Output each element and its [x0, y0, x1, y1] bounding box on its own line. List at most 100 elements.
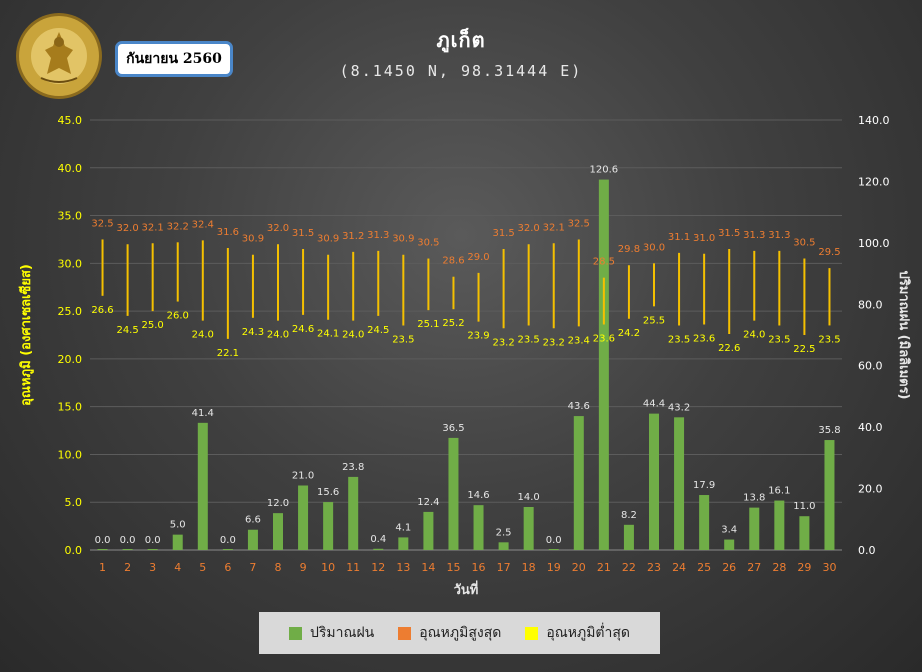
rain-bar [448, 437, 459, 550]
x-tick-label: 4 [174, 561, 181, 574]
tmin-value-label: 23.2 [492, 337, 514, 348]
rain-value-label: 13.8 [743, 493, 765, 504]
rain-bar [398, 537, 409, 550]
legend-label-rain: ปริมาณฝน [309, 625, 375, 641]
rain-value-label: 5.0 [170, 520, 186, 531]
x-tick-label: 27 [747, 561, 761, 574]
x-tick-label: 10 [321, 561, 335, 574]
tmax-value-label: 29.0 [467, 252, 489, 263]
x-tick-label: 8 [275, 561, 282, 574]
x-tick-label: 11 [346, 561, 360, 574]
y-left-tick-label: 25.0 [58, 305, 83, 318]
x-tick-label: 23 [647, 561, 661, 574]
tmin-value-label: 23.6 [593, 333, 615, 344]
tmin-value-label: 23.5 [518, 334, 540, 345]
x-tick-label: 2 [124, 561, 131, 574]
tmax-value-label: 30.5 [417, 238, 439, 249]
tmax-value-label: 32.0 [267, 223, 289, 234]
tmax-value-label: 28.5 [593, 257, 615, 268]
tmin-value-label: 26.6 [91, 305, 113, 316]
rain-value-label: 0.0 [145, 535, 161, 546]
tmin-value-label: 24.5 [367, 325, 389, 336]
tmin-value-label: 23.5 [768, 334, 790, 345]
rain-bar [498, 542, 509, 550]
x-tick-label: 21 [597, 561, 611, 574]
tmax-value-label: 31.1 [668, 232, 690, 243]
chart-subtitle-coordinates: (8.1450 N, 98.31444 E) [339, 62, 583, 80]
rain-bar [774, 500, 785, 550]
rain-value-label: 0.4 [370, 534, 386, 545]
tmax-value-label: 31.3 [743, 230, 765, 241]
rain-bar [373, 548, 384, 550]
rain-bar [674, 417, 685, 550]
x-tick-label: 6 [224, 561, 231, 574]
x-tick-label: 16 [472, 561, 486, 574]
x-axis-title: วันที่ [454, 580, 479, 598]
rain-value-label: 8.2 [621, 510, 637, 521]
rain-bar [548, 549, 559, 550]
tmax-value-label: 30.9 [242, 234, 264, 245]
rain-value-label: 14.0 [518, 492, 540, 503]
tmin-value-label: 24.2 [618, 328, 640, 339]
tmax-value-label: 29.8 [618, 244, 640, 255]
x-tick-label: 9 [300, 561, 307, 574]
x-tick-label: 19 [547, 561, 561, 574]
rain-value-label: 12.0 [267, 498, 289, 509]
tmin-value-label: 25.2 [442, 318, 464, 329]
rain-bar [573, 416, 584, 550]
x-tick-label: 5 [199, 561, 206, 574]
x-tick-label: 12 [371, 561, 385, 574]
rain-value-label: 44.4 [643, 399, 665, 410]
tmin-value-label: 25.1 [417, 319, 439, 330]
rain-value-label: 43.6 [568, 401, 590, 412]
tmin-value-label: 25.0 [142, 320, 164, 331]
x-tick-label: 13 [396, 561, 410, 574]
rain-value-label: 0.0 [120, 535, 136, 546]
legend-swatch-rain [288, 626, 302, 640]
tmax-value-label: 30.9 [317, 234, 339, 245]
rain-value-label: 14.6 [467, 490, 489, 501]
y-left-axis-title: อุณหภูมิ (องศาเซลเซียส) [18, 264, 34, 406]
rain-value-label: 0.0 [220, 535, 236, 546]
legend-swatch-tmax [398, 626, 412, 640]
tmax-value-label: 32.5 [91, 218, 113, 229]
tmin-value-label: 22.6 [718, 343, 740, 354]
y-right-tick-label: 140.0 [858, 114, 890, 127]
tmax-value-label: 29.5 [818, 247, 840, 258]
x-tick-label: 18 [522, 561, 536, 574]
tmin-value-label: 26.0 [167, 311, 189, 322]
rain-bar [323, 502, 334, 550]
rain-value-label: 12.4 [417, 497, 439, 508]
rain-value-label: 15.6 [317, 487, 339, 498]
tmax-value-label: 32.2 [167, 221, 189, 232]
rain-bar [699, 495, 710, 550]
legend-label-tmax: อุณหภูมิสูงสุด [419, 625, 502, 641]
tmax-value-label: 31.2 [342, 231, 364, 242]
legend-swatch-tmin [525, 626, 539, 640]
x-tick-label: 29 [797, 561, 811, 574]
legend-item-tmax: อุณหภูมิสูงสุด [398, 622, 501, 644]
rain-bar [724, 539, 735, 550]
rain-bar [348, 476, 359, 550]
tmax-value-label: 31.3 [768, 230, 790, 241]
tmin-value-label: 25.5 [643, 315, 665, 326]
rain-bar [598, 179, 609, 551]
y-right-tick-label: 120.0 [858, 175, 890, 188]
tmax-value-label: 32.0 [518, 223, 540, 234]
rain-bar [273, 513, 283, 550]
rain-value-label: 41.4 [192, 408, 214, 419]
rain-bar [523, 507, 534, 550]
y-right-axis-title: ปริมาณฝน (มิลลิเมตร) [896, 270, 911, 399]
month-badge: กันยายน 2560 [115, 41, 233, 77]
legend-item-rain: ปริมาณฝน [288, 622, 375, 644]
rain-bar [824, 440, 835, 550]
rain-value-label: 11.0 [793, 501, 815, 512]
tmax-value-label: 31.5 [492, 228, 514, 239]
y-left-tick-label: 15.0 [58, 401, 83, 414]
tmax-value-label: 28.6 [442, 256, 464, 267]
rain-value-label: 16.1 [768, 486, 790, 497]
tmax-value-label: 32.5 [568, 218, 590, 229]
tmin-value-label: 24.0 [267, 330, 289, 341]
